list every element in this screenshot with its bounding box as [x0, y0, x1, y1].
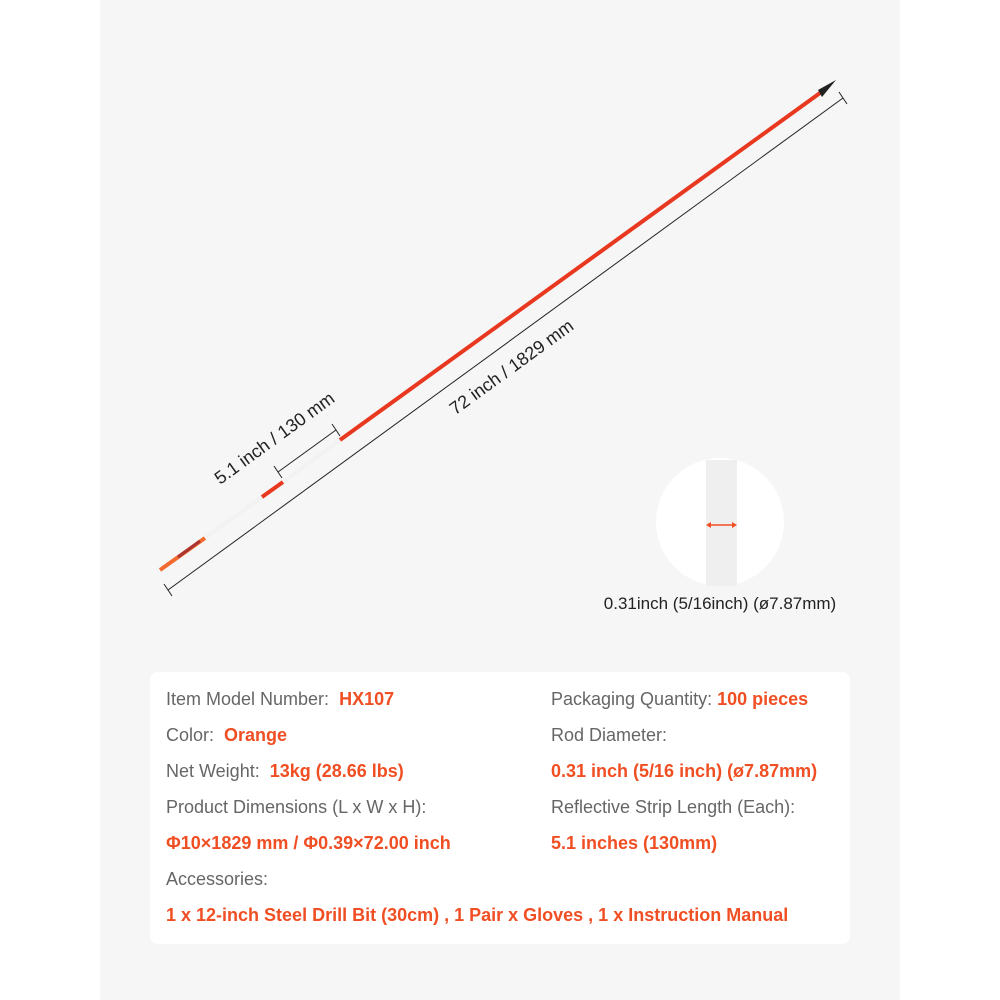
- diameter-caption: 0.31inch (5/16inch) (ø7.87mm): [603, 594, 837, 613]
- spec-qty: Packaging Quantity: 100 pieces: [551, 689, 808, 710]
- spec-diameter-value: 0.31 inch (5/16 inch) (ø7.87mm): [551, 761, 818, 781]
- spec-dims-value: Φ10×1829 mm / Φ0.39×72.00 inch: [166, 833, 451, 853]
- spec-accessories-label: Accessories:: [166, 869, 269, 889]
- length-label: 72 inch / 1829 mm: [446, 316, 578, 419]
- spec-value: Orange: [224, 725, 288, 745]
- spec-strip-value: 5.1 inches (130mm): [551, 833, 718, 853]
- spec-label: Color:: [166, 725, 215, 745]
- spec-label: Packaging Quantity:: [551, 689, 713, 709]
- strip-dimension-line: [273, 423, 341, 479]
- spec-value: HX107: [339, 689, 395, 709]
- spec-label: Item Model Number:: [166, 689, 330, 709]
- strip-length-label: 5.1 inch / 130 mm: [211, 388, 339, 488]
- spec-accessories-value: 1 x 12-inch Steel Drill Bit (30cm) , 1 P…: [166, 905, 789, 925]
- specs-card: Item Model Number: HX107 Color: Orange N…: [150, 672, 850, 944]
- spec-model: Item Model Number: HX107: [166, 689, 394, 710]
- spec-color: Color: Orange: [166, 725, 287, 746]
- spec-diameter-label: Rod Diameter:: [551, 725, 668, 745]
- spec-value: 13kg (28.66 lbs): [269, 761, 404, 781]
- rod-tip: [818, 80, 836, 97]
- marker-rod: [158, 80, 836, 572]
- spec-value: 100 pieces: [717, 689, 809, 709]
- spec-label: Net Weight:: [166, 761, 260, 781]
- diameter-closeup: [656, 458, 784, 586]
- spec-dims-label: Product Dimensions (L x W x H):: [166, 797, 427, 817]
- overall-dimension-line: [163, 91, 848, 597]
- spec-weight: Net Weight: 13kg (28.66 lbs): [166, 761, 404, 782]
- spec-strip-label: Reflective Strip Length (Each):: [551, 797, 796, 817]
